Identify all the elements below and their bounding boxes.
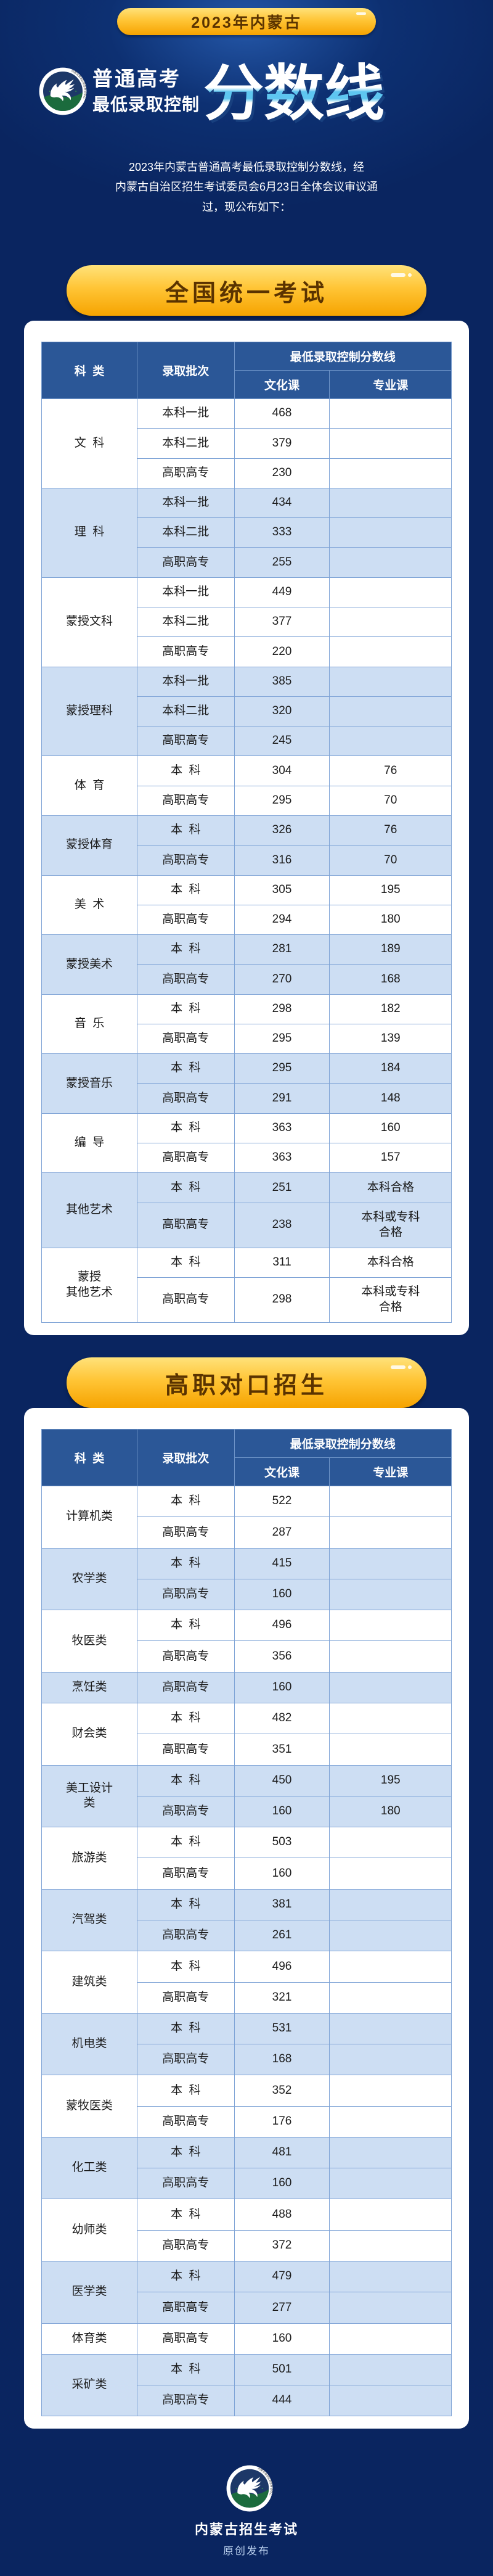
svg-text:分数线: 分数线	[203, 59, 385, 127]
